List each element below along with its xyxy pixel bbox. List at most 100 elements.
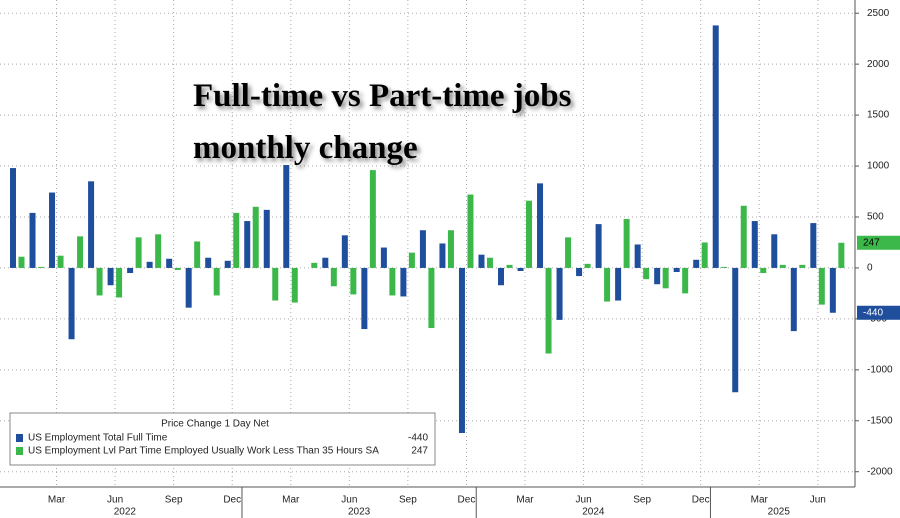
x-tick-label: Mar [282,495,300,506]
bar [576,267,583,277]
bar [498,267,504,286]
bar [478,254,485,268]
bar [721,266,728,268]
bar [341,235,348,268]
bar [662,267,669,289]
bar [486,257,493,268]
bar [790,267,797,332]
bar [506,264,513,268]
chart-title: Full-time vs Part-time jobs monthly chan… [193,78,572,166]
bar [517,267,524,271]
last-value-label: 247 [863,237,880,248]
x-tick-label: Mar [516,495,534,506]
bar [458,267,465,433]
bar [380,247,387,268]
bar [712,25,719,268]
bar [760,267,767,274]
last-value-label: -440 [863,307,883,318]
bar [49,192,56,268]
bar [330,267,337,287]
bar [77,236,84,268]
bar [740,205,747,268]
legend-label: US Employment Total Full Time [28,433,168,444]
bar [439,243,446,268]
x-tick-label: Mar [48,495,66,506]
legend-swatch [16,447,23,455]
bar [829,267,836,313]
bar [361,267,368,330]
bar [96,267,103,296]
bar [88,181,95,268]
x-tick-label: Jun [576,495,592,506]
bar [604,267,611,302]
bar [408,252,415,268]
bar [350,267,357,295]
bar [732,267,739,393]
legend-title: Price Change 1 Day Net [161,419,269,430]
bar [116,267,123,298]
x-tick-label: Jun [107,495,123,506]
bar [634,244,641,268]
bar [283,165,290,268]
bar [615,267,622,301]
bar [565,237,572,268]
bar [224,260,231,268]
bar [595,224,602,268]
value-box [857,235,900,250]
legend-label: US Employment Lvl Part Time Employed Usu… [28,446,379,457]
y-tick-label: -1500 [867,415,893,426]
bar [751,221,758,268]
bar [537,183,544,268]
y-tick-label: 2000 [867,59,890,70]
bar [701,242,708,268]
bar [526,200,533,268]
bar [213,267,220,296]
y-tick-label: -2000 [867,466,893,477]
y-tick-label: -1000 [867,364,893,375]
bar [389,267,396,296]
bar [18,256,25,268]
year-label: 2025 [768,507,791,518]
bar [545,267,552,354]
bar [369,170,376,268]
bar [623,219,630,268]
bar [556,267,563,320]
bar [673,267,680,273]
legend [9,412,436,466]
bar [428,267,435,329]
bar [291,267,298,303]
bar [29,212,36,268]
x-tick-label: Jun [341,495,357,506]
x-tick-label: Sep [165,495,183,506]
bar [779,264,786,268]
bar [654,267,661,285]
bar [311,262,318,268]
bar [127,267,134,274]
bar [419,230,426,268]
x-tick-label: Sep [633,495,651,506]
x-tick-label: Dec [458,495,476,506]
bar [205,257,212,268]
bar [57,255,64,268]
bar [174,267,181,270]
x-tick-label: Dec [692,495,710,506]
bar [322,257,329,268]
legend-value: 247 [411,446,428,457]
x-tick-label: Jun [810,495,826,506]
y-tick-label: 2500 [867,8,890,19]
bar [693,259,700,268]
bar [682,267,689,294]
y-tick-label: 1000 [867,161,890,172]
bar [252,206,259,268]
bar [38,266,45,268]
bar [467,194,474,268]
bar [107,267,114,286]
bar [146,261,153,268]
bar [584,263,591,268]
bar [68,267,75,340]
x-tick-label: Sep [399,495,417,506]
y-tick-label: 0 [867,263,873,274]
bar [818,267,825,305]
y-tick-label: 1500 [867,110,890,121]
